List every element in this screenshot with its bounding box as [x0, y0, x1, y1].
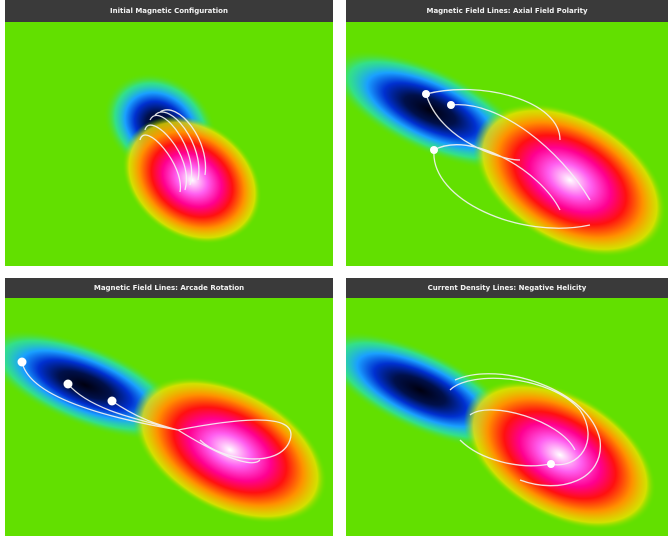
panel-title: Magnetic Field Lines: Axial Field Polari…: [426, 7, 587, 15]
panel-title: Magnetic Field Lines: Arcade Rotation: [94, 284, 244, 292]
field-map: [5, 22, 333, 271]
panel-title: Initial Magnetic Configuration: [110, 7, 228, 15]
field-map: [303, 298, 671, 539]
panel: Initial Magnetic Configuration: [5, 0, 333, 271]
figure: Initial Magnetic Configuration Magnetic …: [0, 0, 671, 539]
panel: Current Density Lines: Negative Helicity: [303, 278, 671, 539]
panel-title: Current Density Lines: Negative Helicity: [428, 284, 587, 292]
panel: Magnetic Field Lines: Arcade Rotation: [0, 278, 352, 539]
panel: Magnetic Field Lines: Axial Field Polari…: [313, 0, 671, 289]
field-map: [313, 22, 671, 289]
field-map: [0, 298, 352, 539]
